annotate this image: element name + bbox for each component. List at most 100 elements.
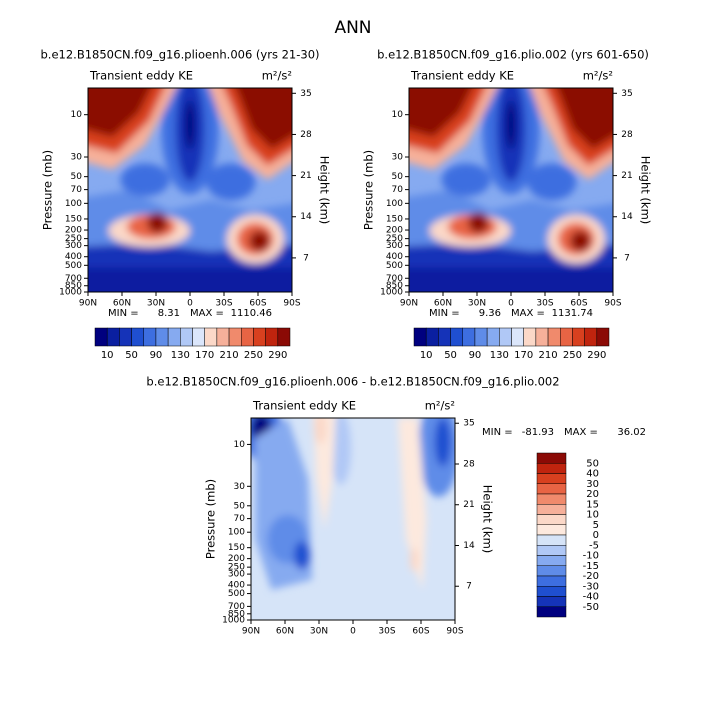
colorbar-box	[486, 327, 500, 347]
x-tick-label: 0	[187, 299, 193, 309]
colorbar-box	[560, 327, 573, 347]
colorbar-label: 5	[593, 520, 599, 531]
contour-fill	[505, 100, 517, 150]
colorbar-label: 130	[490, 350, 509, 361]
y-tick-label: 1000	[59, 288, 82, 298]
y-tick-label: 100	[228, 528, 245, 538]
colorbar-box	[241, 327, 254, 347]
colorbar-label: 40	[586, 469, 599, 480]
x-tick-label: 0	[508, 299, 514, 309]
y-tick-label: 150	[228, 543, 245, 553]
y2-tick-label: 7	[466, 582, 472, 592]
colorbar-box	[536, 463, 567, 474]
colorbar-label: 10	[420, 350, 433, 361]
x-tick-label: 90S	[604, 299, 621, 309]
contour-fill	[441, 163, 491, 197]
colorbar-box	[596, 327, 610, 347]
x-tick-label: 60N	[113, 299, 131, 309]
panel-title: b.e12.B1850CN.f09_g16.plioenh.006 - b.e1…	[146, 375, 559, 389]
colorbar-label: 210	[539, 350, 558, 361]
x-tick-label: 30N	[468, 299, 486, 309]
y-tick-label: 250	[228, 563, 245, 573]
colorbar-box	[413, 327, 427, 347]
colorbar-box	[462, 327, 476, 347]
y-tick-label: 400	[65, 252, 82, 262]
y2-tick-label: 21	[300, 171, 311, 181]
y-tick-label: 50	[392, 172, 404, 182]
colorbar-box	[106, 327, 120, 347]
panel-left-label: Transient eddy KE	[410, 69, 514, 83]
y-tick-label: 1000	[380, 288, 403, 298]
y2-axis-label: Height (km)	[639, 156, 653, 225]
y-tick-label: 250	[65, 234, 82, 244]
y2-tick-label: 21	[463, 500, 474, 510]
y-tick-label: 200	[65, 226, 82, 236]
y-tick-label: 150	[65, 214, 82, 224]
y-tick-label: 70	[234, 514, 246, 524]
colorbar-label: 10	[586, 510, 599, 521]
colorbar-label: -40	[583, 592, 599, 603]
figure-title: ANN	[334, 18, 371, 38]
contour-field	[88, 88, 292, 292]
colorbar-box	[167, 327, 181, 347]
contour-fill	[410, 547, 419, 572]
colorbar-box	[119, 327, 132, 347]
y-tick-label: 1000	[222, 616, 245, 626]
y-tick-label: 50	[71, 172, 83, 182]
y-tick-label: 10	[392, 110, 404, 120]
y-tick-label: 50	[234, 501, 246, 511]
x-tick-label: 90N	[242, 627, 260, 637]
colorbar-box	[94, 327, 108, 347]
colorbar-label: -15	[583, 561, 599, 572]
contour-fill	[293, 541, 311, 570]
y-tick-label: 400	[386, 252, 403, 262]
contour-field	[409, 88, 613, 292]
colorbar-label: -10	[583, 551, 599, 562]
colorbar-box	[204, 327, 218, 347]
min-label: MIN =	[482, 427, 513, 438]
y-tick-label: 150	[386, 214, 403, 224]
y-tick-label: 500	[228, 589, 245, 599]
x-tick-label: 60N	[434, 299, 452, 309]
colorbar-box	[228, 327, 242, 347]
y-tick-label: 850	[228, 609, 245, 619]
x-tick-label: 60S	[249, 299, 266, 309]
contour-fill	[434, 418, 451, 467]
contour-fill	[88, 267, 292, 292]
colorbar-box	[536, 606, 567, 618]
colorbar-box	[536, 452, 567, 464]
y-tick-label: 250	[386, 234, 403, 244]
y-axis-label: Pressure (mb)	[204, 479, 218, 559]
colorbar-box	[253, 327, 266, 347]
y2-tick-label: 28	[300, 130, 312, 140]
panel-title: b.e12.B1850CN.f09_g16.plio.002 (yrs 601-…	[377, 48, 649, 62]
colorbar-box	[536, 473, 567, 484]
contour-fill	[330, 418, 351, 485]
colorbar-label: 130	[171, 350, 190, 361]
colorbar-box	[536, 483, 567, 495]
x-tick-label: 0	[350, 627, 356, 637]
max-value: 1131.74	[552, 308, 593, 319]
y-tick-label: 70	[392, 185, 404, 195]
x-tick-label: 90N	[400, 299, 418, 309]
colorbar-label: -50	[583, 602, 599, 613]
y-tick-label: 300	[228, 570, 245, 580]
x-tick-label: 60N	[276, 627, 294, 637]
contour-fill	[249, 230, 270, 252]
x-tick-label: 30S	[378, 627, 395, 637]
contour-fill	[468, 212, 489, 233]
contour-fill	[409, 88, 473, 137]
contour-fill	[313, 418, 336, 530]
min-value: 9.36	[479, 308, 501, 319]
y2-tick-label: 7	[624, 253, 630, 263]
colorbar-box	[536, 555, 567, 566]
colorbar-label: -20	[583, 571, 599, 582]
y-tick-label: 100	[65, 199, 82, 209]
max-label: MAX =	[190, 308, 224, 319]
max-value: 1110.46	[231, 308, 272, 319]
y-axis-label: Pressure (mb)	[41, 150, 55, 230]
contour-fill	[397, 418, 427, 590]
colorbar-box	[536, 545, 567, 556]
y-tick-label: 10	[234, 440, 246, 450]
panel-units: m²/s²	[425, 399, 455, 413]
